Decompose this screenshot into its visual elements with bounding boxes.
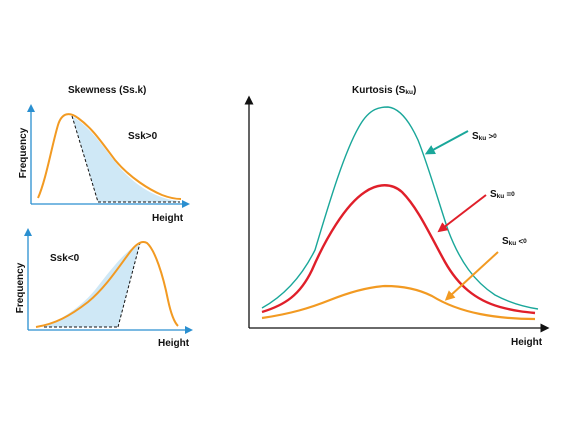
kurtosis-red-curve	[261, 184, 536, 315]
positive-skew-xlabel: Height	[152, 213, 184, 224]
positive-skew-annotation: Ssk>0	[128, 131, 158, 142]
negative-skew-annotation: Ssk<0	[50, 253, 80, 264]
kurtosis-teal-arrow	[424, 130, 469, 155]
negative-skew-mode-line	[117, 242, 141, 328]
kurtosis-red-arrow	[437, 194, 487, 233]
skewness-title: Skewness (Ss.k)	[68, 85, 146, 96]
kurtosis-label-zero: Sku =0	[490, 189, 515, 200]
kurtosis-orange-curve	[261, 284, 536, 321]
negative-skew-panel: Frequency Height Ssk<0	[15, 228, 193, 349]
kurtosis-title: Kurtosis (Sku)	[352, 85, 416, 96]
positive-skew-curve	[37, 113, 182, 200]
kurtosis-teal-curve	[261, 106, 539, 310]
kurtosis-label-negative: Sku <0	[502, 236, 527, 247]
negative-skew-ylabel: Frequency	[15, 262, 26, 313]
kurtosis-label-positive: Sku >0	[472, 131, 497, 142]
negative-skew-fill	[44, 243, 140, 327]
kurtosis-xlabel: Height	[511, 337, 543, 348]
positive-skew-fill	[72, 116, 180, 202]
positive-skew-ylabel: Frequency	[18, 127, 29, 178]
positive-skew-panel: Frequency Height Ssk>0	[18, 104, 190, 224]
negative-skew-xlabel: Height	[158, 338, 190, 349]
negative-skew-curve	[35, 241, 179, 328]
kurtosis-panel: Sku >0 Sku =0 Sku <0 Height	[244, 95, 550, 348]
kurtosis-orange-arrow	[444, 251, 499, 301]
